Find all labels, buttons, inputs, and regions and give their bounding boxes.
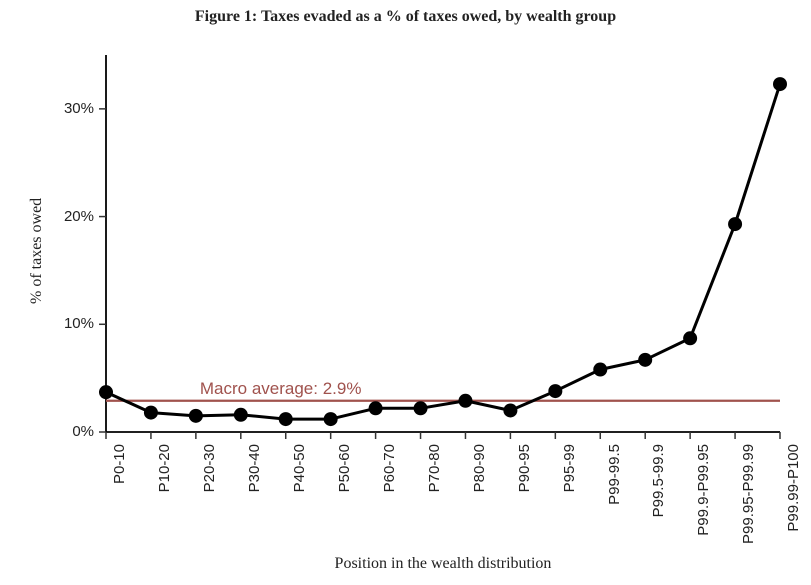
- data-marker: [728, 217, 742, 231]
- data-marker: [99, 385, 113, 399]
- data-marker: [548, 384, 562, 398]
- x-tick-label: P0-10: [111, 444, 128, 544]
- data-marker: [369, 401, 383, 415]
- data-marker: [324, 412, 338, 426]
- y-tick-label: 10%: [0, 315, 94, 332]
- x-tick-label: P99.95-P99.99: [740, 444, 757, 544]
- x-tick-label: P20-30: [201, 444, 218, 544]
- y-axis-label: % of taxes owed: [28, 197, 46, 303]
- x-tick-label: P50-60: [336, 444, 353, 544]
- data-marker: [593, 363, 607, 377]
- data-marker: [683, 331, 697, 345]
- y-tick-label: 30%: [0, 100, 94, 117]
- data-marker: [189, 409, 203, 423]
- x-tick-label: P40-50: [291, 444, 308, 544]
- data-marker: [458, 394, 472, 408]
- data-marker: [279, 412, 293, 426]
- x-tick-label: P99.99-P100: [785, 444, 802, 544]
- x-tick-label: P99-99.5: [606, 444, 623, 544]
- data-line: [106, 84, 780, 419]
- x-tick-label: P80-90: [471, 444, 488, 544]
- x-tick-label: P95-99: [561, 444, 578, 544]
- x-tick-label: P60-70: [381, 444, 398, 544]
- data-marker: [503, 403, 517, 417]
- x-tick-label: P30-40: [246, 444, 263, 544]
- y-tick-label: 0%: [0, 423, 94, 440]
- data-marker: [773, 77, 787, 91]
- data-marker: [414, 401, 428, 415]
- reference-line-label: Macro average: 2.9%: [200, 379, 362, 399]
- data-marker: [144, 406, 158, 420]
- x-tick-label: P99.5-99.9: [650, 444, 667, 544]
- x-tick-label: P70-80: [426, 444, 443, 544]
- x-axis-label: Position in the wealth distribution: [106, 555, 780, 573]
- x-tick-label: P90-95: [516, 444, 533, 544]
- y-tick-label: 20%: [0, 208, 94, 225]
- data-marker: [234, 408, 248, 422]
- chart-title: Figure 1: Taxes evaded as a % of taxes o…: [0, 8, 811, 26]
- data-marker: [638, 353, 652, 367]
- x-tick-label: P10-20: [156, 444, 173, 544]
- chart-container: Figure 1: Taxes evaded as a % of taxes o…: [0, 0, 811, 585]
- x-tick-label: P99.9-P99.95: [695, 444, 712, 544]
